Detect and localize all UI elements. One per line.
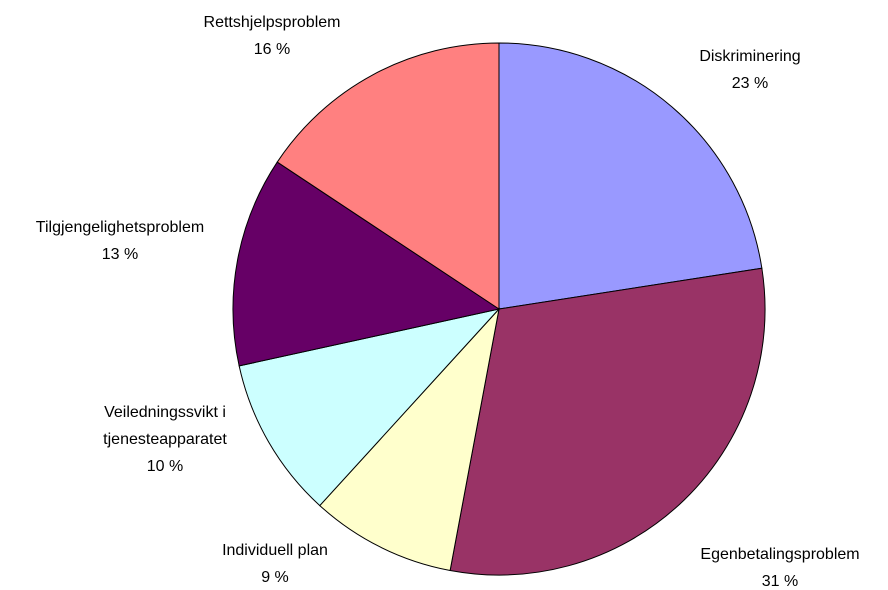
pie-slice [498, 42, 763, 310]
label-line: tjenesteapparatet [103, 431, 227, 448]
pie-slice [232, 161, 501, 367]
slice-label: Veiledningssvikt i tjenesteapparatet [103, 404, 227, 448]
slice-label: Egenbetalingsproblem [700, 546, 859, 563]
label-line: Diskriminering [699, 48, 800, 65]
pie-slice [319, 307, 500, 572]
label-line: Tilgjengelighetsproblem [36, 219, 204, 236]
label-line: Veiledningssvikt i [104, 404, 226, 421]
label-line: Egenbetalingsproblem [700, 546, 859, 563]
slice-label: Individuell plan [222, 542, 328, 559]
label-line: Rettshjelpsproblem [204, 14, 341, 31]
label-line: Individuell plan [222, 542, 328, 559]
pie-slice [449, 267, 766, 576]
slice-label: Diskriminering [699, 48, 800, 65]
value-label: 9 % [261, 569, 289, 586]
pie-slice [276, 42, 500, 310]
value-label: 16 % [254, 41, 290, 58]
slice-label: Tilgjengelighetsproblem [36, 219, 204, 236]
slice-label: Rettshjelpsproblem [204, 14, 341, 31]
value-label: 23 % [732, 75, 768, 92]
value-label: 13 % [102, 246, 138, 263]
value-label: 10 % [147, 458, 183, 475]
pie-slice [238, 308, 501, 507]
value-label: 31 % [762, 573, 798, 590]
